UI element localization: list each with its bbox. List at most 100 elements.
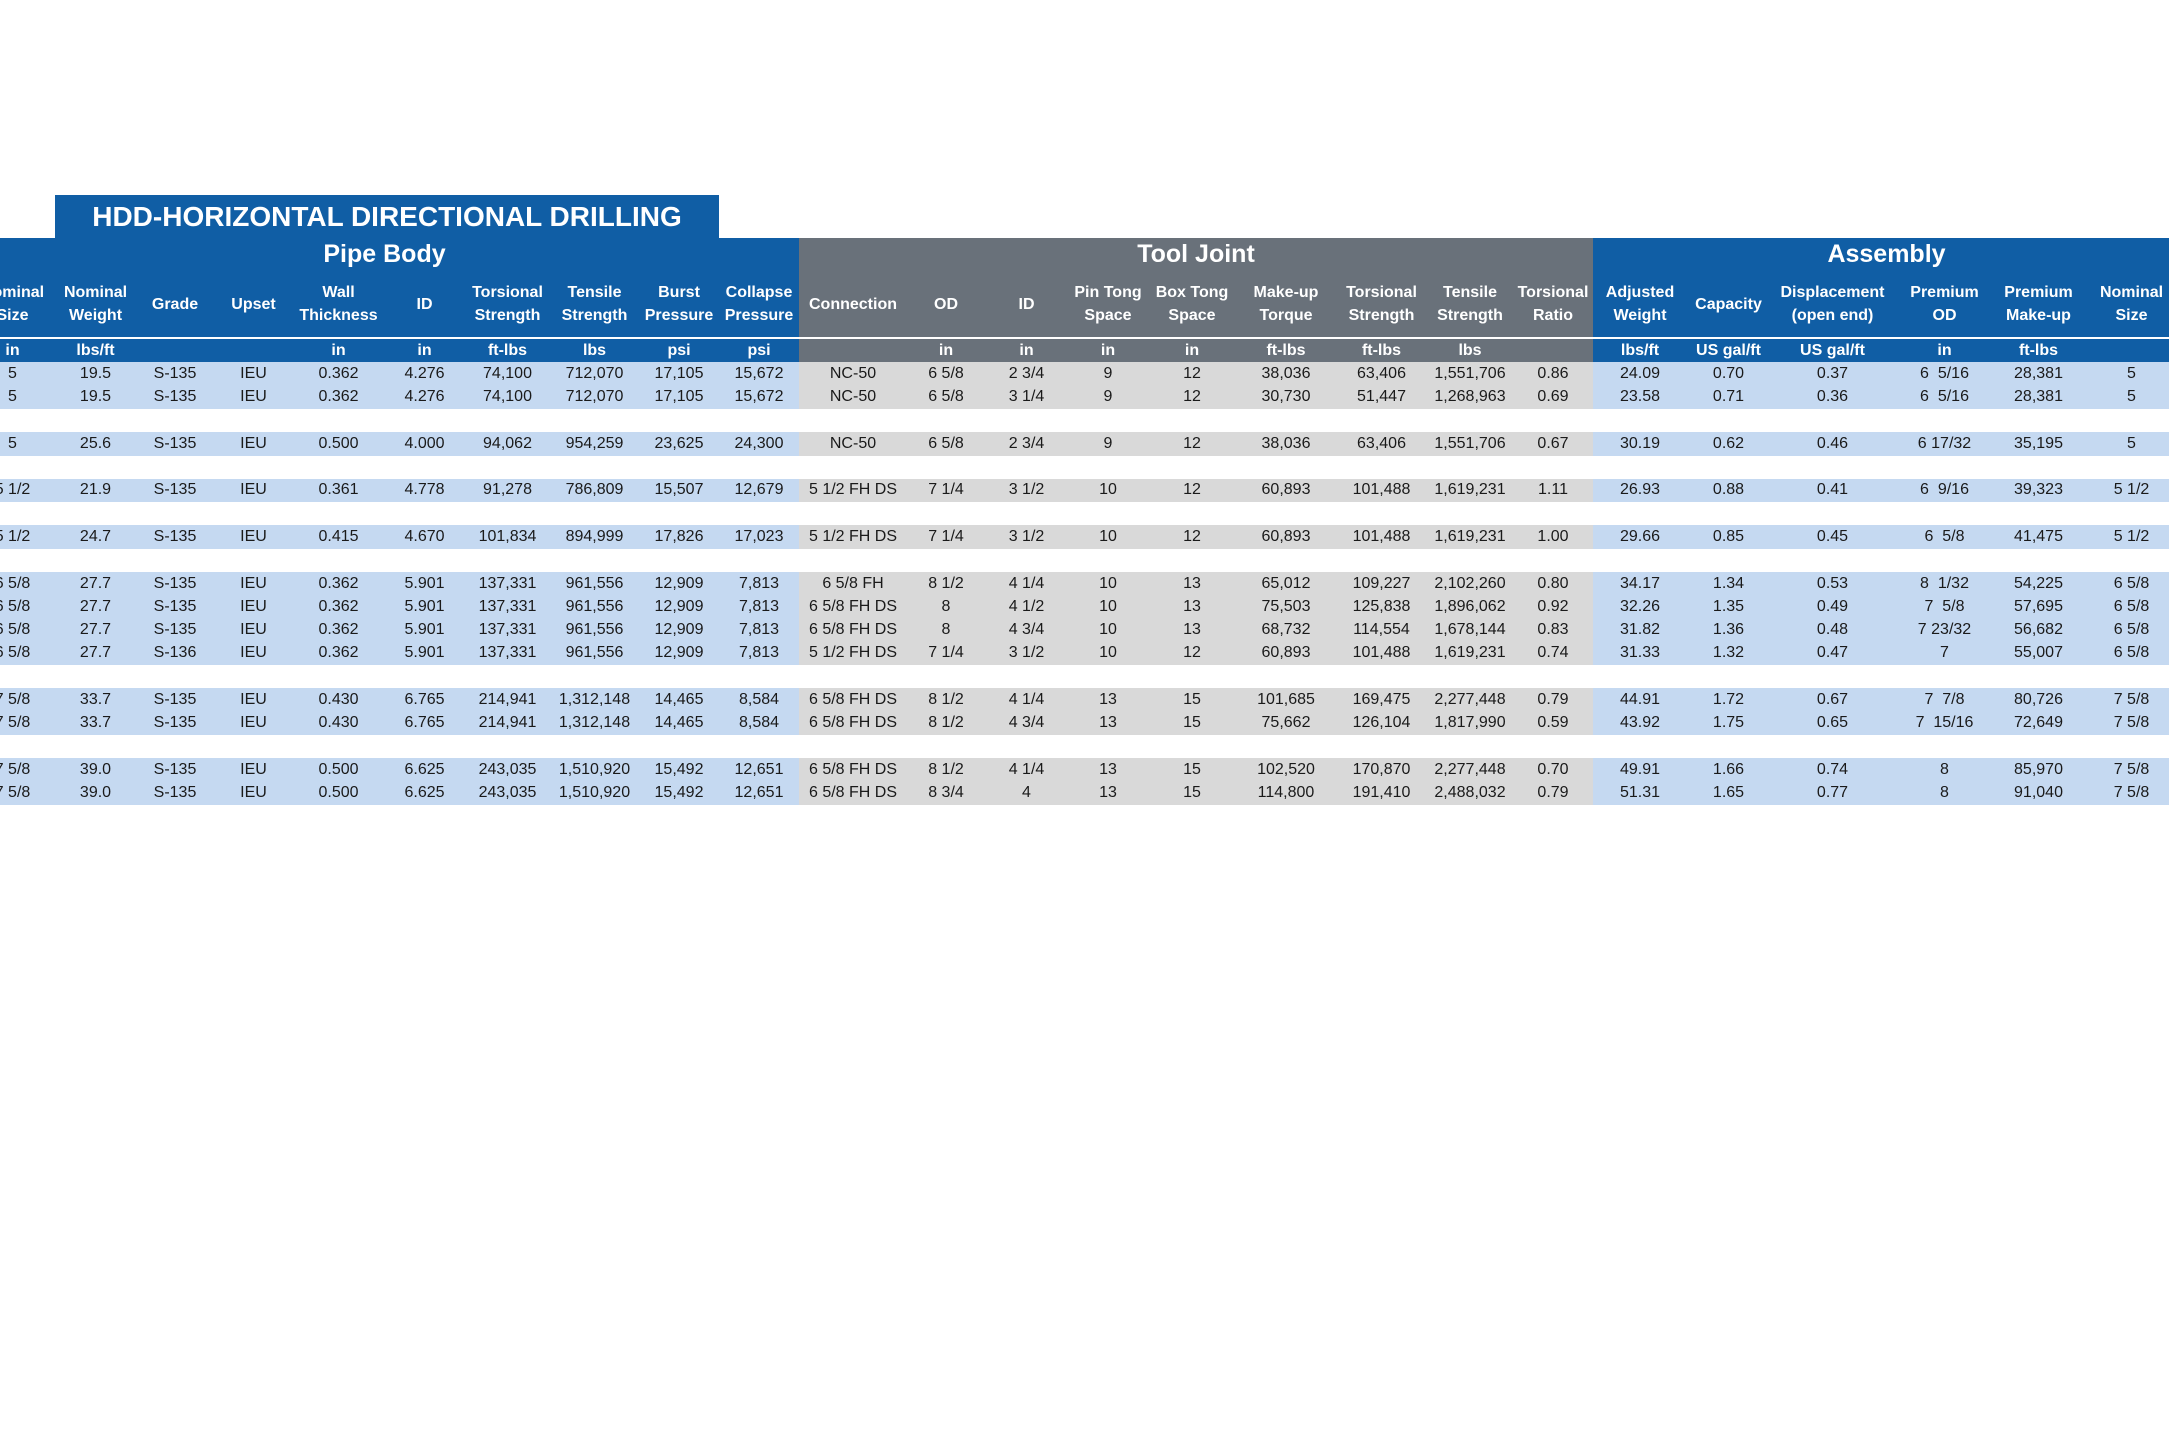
table-cell: 2,488,032 [1427, 781, 1513, 806]
header-line: Box Tong [1155, 284, 1229, 301]
table-cell: 0.430 [293, 688, 384, 712]
column-header: Upset [214, 271, 293, 337]
header-line: OD [934, 295, 958, 313]
table-cell: 15,492 [639, 781, 719, 806]
table-cell: 1,312,148 [550, 711, 639, 736]
table-cell: 51.31 [1593, 781, 1687, 806]
header-line: Torsional [472, 284, 543, 301]
table-cell: 0.48 [1770, 618, 1895, 643]
table-cell: 2,102,260 [1427, 571, 1513, 596]
table-cell: 4 [985, 781, 1068, 806]
table-cell: 0.79 [1513, 781, 1593, 806]
header-line: Connection [809, 295, 897, 313]
table-cell: 6 5/8 [2083, 571, 2169, 596]
header-line: Tensile [1443, 284, 1497, 301]
table-cell: 75,662 [1236, 711, 1336, 736]
table-cell: 7,813 [719, 618, 799, 643]
table-cell: 30.19 [1593, 431, 1687, 456]
table-cell: 6 5/8 [0, 571, 55, 596]
unit-label: in [1895, 337, 1994, 362]
table-cell: 0.88 [1687, 478, 1770, 503]
column-header: Pin Tong Space [1068, 271, 1148, 337]
table-cell: 0.46 [1770, 431, 1895, 456]
table-cell: 13 [1148, 595, 1236, 619]
table-cell: 13 [1148, 618, 1236, 643]
header-line: Premium [2004, 284, 2073, 301]
header-line: OD [1932, 307, 1957, 324]
table-cell: 5.901 [384, 618, 465, 643]
table-cell: 51,447 [1336, 385, 1427, 410]
table-cell: 6 5/8 [2083, 618, 2169, 643]
table-cell: 101,488 [1336, 525, 1427, 549]
table-cell: 28,381 [1994, 385, 2083, 410]
table-cell: 4.276 [384, 385, 465, 410]
table-cell: 7 5/8 [2083, 781, 2169, 806]
table-cell: 6.625 [384, 781, 465, 806]
table-cell: 6 5/8 FH [799, 571, 907, 596]
table-cell: 6 5/8 FH DS [799, 688, 907, 712]
table-cell: 15,672 [719, 385, 799, 410]
table-cell: 894,999 [550, 525, 639, 549]
table-cell: 1.34 [1687, 571, 1770, 596]
table-cell: 0.45 [1770, 525, 1895, 549]
table-cell: 137,331 [465, 595, 550, 619]
header-line: Ratio [1533, 307, 1573, 324]
table-cell: 4 3/4 [985, 711, 1068, 736]
table-cell: 712,070 [550, 362, 639, 386]
table-cell: 5 [2083, 385, 2169, 410]
table-cell: 961,556 [550, 595, 639, 619]
table-cell: 6 5/8 [907, 385, 985, 410]
header-line: Size [0, 307, 29, 324]
header-line: Displacement [1780, 284, 1885, 301]
table-cell: 7 1/4 [907, 641, 985, 666]
table-cell: 786,809 [550, 478, 639, 503]
unit-label [1513, 337, 1593, 362]
column-header: OD [907, 271, 985, 337]
table-cell: 39.0 [55, 758, 136, 782]
header-line: Upset [231, 295, 276, 313]
unit-label [2083, 337, 2169, 362]
table-cell: 0.70 [1687, 362, 1770, 386]
table-cell: 7 5/8 [2083, 758, 2169, 782]
table-cell: 7 23/32 [1895, 618, 1994, 643]
header-line: Collapse [725, 284, 793, 301]
column-header: Connection [799, 271, 907, 337]
table-cell: IEU [214, 571, 293, 596]
table-cell: 38,036 [1236, 431, 1336, 456]
table-cell: 3 1/4 [985, 385, 1068, 410]
table-cell: 39.0 [55, 781, 136, 806]
table-cell: 27.7 [55, 571, 136, 596]
table-cell: IEU [214, 711, 293, 736]
header-line: Nominal [2099, 284, 2164, 301]
table-cell: 243,035 [465, 758, 550, 782]
table-cell: 6 5/8 [0, 595, 55, 619]
table-cell: 0.362 [293, 571, 384, 596]
header-line: Space [1084, 307, 1132, 324]
table-cell: 24,300 [719, 431, 799, 456]
table-cell: 12,679 [719, 478, 799, 503]
table-cell: 1.75 [1687, 711, 1770, 736]
table-cell: 55,007 [1994, 641, 2083, 666]
table-cell: 74,100 [465, 362, 550, 386]
table-cell: 2,277,448 [1427, 758, 1513, 782]
table-cell: 17,105 [639, 362, 719, 386]
table-cell: 0.67 [1513, 431, 1593, 456]
unit-label: ft-lbs [1236, 337, 1336, 362]
table-cell: 1.00 [1513, 525, 1593, 549]
table-cell: 0.62 [1687, 431, 1770, 456]
column-header: Premium OD [1895, 271, 1994, 337]
table-cell: 1,268,963 [1427, 385, 1513, 410]
header-line: Pressure [644, 307, 714, 324]
unit-label: ft-lbs [465, 337, 550, 362]
header-line: Strength [474, 307, 541, 324]
table-cell: 65,012 [1236, 571, 1336, 596]
column-header: Burst Pressure [639, 271, 719, 337]
table-cell: 243,035 [465, 781, 550, 806]
table-cell: 12,651 [719, 758, 799, 782]
table-cell: 8 1/32 [1895, 571, 1994, 596]
table-cell: 4.670 [384, 525, 465, 549]
table-cell: 191,410 [1336, 781, 1427, 806]
table-cell: 4.000 [384, 431, 465, 456]
table-cell: 12,909 [639, 641, 719, 666]
table-cell: 5 [2083, 362, 2169, 386]
